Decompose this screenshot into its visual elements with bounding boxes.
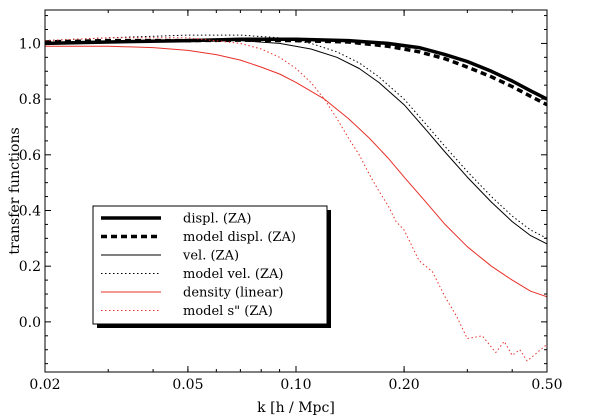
y-tick-label: 0.6 (19, 148, 41, 164)
series-line-5 (45, 45, 547, 298)
legend-label: model displ. (ZA) (183, 230, 296, 245)
x-tick-label: 0.05 (172, 377, 203, 393)
legend-label: displ. (ZA) (183, 212, 251, 227)
y-tick-label: 0.8 (19, 92, 41, 108)
legend-label: model vel. (ZA) (183, 267, 283, 282)
y-axis-label: transfer functions (7, 127, 23, 254)
y-tick-label: 0.2 (19, 259, 41, 275)
y-tick-label: 0.4 (19, 203, 41, 219)
legend-label: model s" (ZA) (183, 304, 273, 319)
y-tick-label: 0.0 (19, 315, 41, 331)
x-tick-label: 0.20 (389, 377, 420, 393)
y-tick-label: 1.0 (19, 36, 41, 52)
x-tick-label: 0.10 (280, 377, 311, 393)
series-line-6 (45, 37, 547, 362)
series-line-4 (45, 34, 547, 239)
series-line-3 (45, 40, 547, 245)
legend-label: density (linear) (183, 286, 283, 301)
x-axis-label: k [h / Mpc] (257, 400, 335, 416)
legend-label: vel. (ZA) (182, 249, 239, 264)
y-axis: 0.0 0.2 0.4 0.6 0.8 1.0 (19, 15, 547, 365)
legend-box (92, 205, 328, 325)
series-layer (45, 34, 547, 362)
x-tick-label: 0.02 (29, 377, 60, 393)
x-axis: 0.02 0.05 0.10 0.20 0.50 (29, 10, 563, 393)
legend: displ. (ZA) model displ. (ZA) vel. (ZA) mod… (92, 205, 331, 328)
x-tick-label: 0.50 (531, 377, 562, 393)
